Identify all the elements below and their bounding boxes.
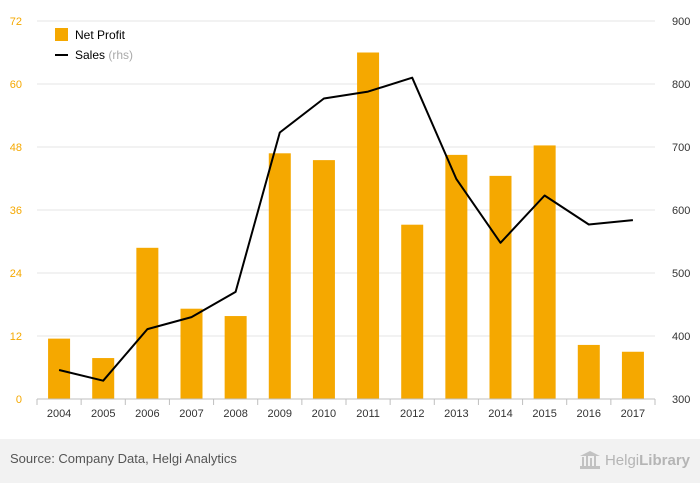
logo-text-light: Helgi [604,451,640,469]
x-tick-label: 2015 [532,408,556,420]
helgi-library-logo[interactable]: HelgiLibrary [579,449,690,471]
y-right-tick-label: 900 [672,16,690,28]
y-left-tick-label: 48 [10,142,22,154]
x-tick-label: 2005 [91,408,115,420]
legend-label-net-profit: Net Profit [75,28,126,42]
net-profit-bar [48,338,71,399]
net-profit-bar [268,153,291,399]
y-right-tick-label: 400 [672,331,690,343]
net-profit-bar [136,247,159,399]
gridlines [37,20,655,337]
y-left-tick-label: 12 [10,331,22,343]
y-left-tick-label: 60 [10,79,22,91]
library-building-icon [579,451,600,469]
y-left-tick-label: 72 [10,16,22,28]
axes-group: 0 300 12 400 24 500 36 600 48 700 60 800 72 900 2004 20… [10,16,691,420]
y-right-tick-label: 700 [672,142,690,154]
net-profit-bar [621,351,644,399]
legend-label-sales-name: Sales [75,48,108,62]
legend-swatch-net-profit [55,28,68,41]
x-tick-label: 2004 [47,408,71,420]
net-profit-bar [180,308,203,399]
logo-text-bold: Library [639,451,690,469]
net-profit-bar [401,224,424,399]
legend-label-sales-suffix: (rhs) [108,48,133,62]
line-group [58,76,633,382]
x-tick-label: 2013 [444,408,468,420]
x-tick-label: 2016 [577,408,601,420]
y-right-tick-label: 500 [672,268,690,280]
logo-text: HelgiLibrary [605,452,690,469]
chart-svg: 0 300 12 400 24 500 36 600 48 700 60 800 72 900 2004 20… [10,16,691,420]
x-tick-label: 2009 [268,408,292,420]
bars-group [48,52,644,399]
x-tick-label: 2017 [621,408,645,420]
y-right-tick-label: 800 [672,79,690,91]
net-profit-bar [489,175,512,399]
net-profit-bar [577,344,600,399]
sales-line [58,76,633,382]
x-tick-label: 2008 [223,408,247,420]
net-profit-bar [445,154,468,399]
net-profit-bar [533,145,556,399]
x-tick-label: 2010 [312,408,336,420]
x-tick-label: 2014 [488,408,512,420]
legend: Net Profit Sales (rhs) [55,28,133,62]
net-profit-bar [92,358,115,399]
x-tick-label: 2011 [356,408,380,420]
source-text: Source: Company Data, Helgi Analytics [10,451,237,466]
footer: Source: Company Data, Helgi Analytics He… [0,439,700,483]
legend-label-sales: Sales (rhs) [75,48,133,62]
y-right-tick-label: 600 [672,205,690,217]
x-tick-label: 2012 [400,408,424,420]
x-tick-label: 2006 [135,408,159,420]
net-profit-bar [357,52,380,399]
net-profit-bar [224,316,247,399]
y-left-tick-label: 0 [16,394,22,406]
x-tick-label: 2007 [179,408,203,420]
y-right-tick-label: 300 [672,394,690,406]
net-profit-bar [312,160,335,399]
y-left-tick-label: 24 [10,268,22,280]
y-left-tick-label: 36 [10,205,22,217]
